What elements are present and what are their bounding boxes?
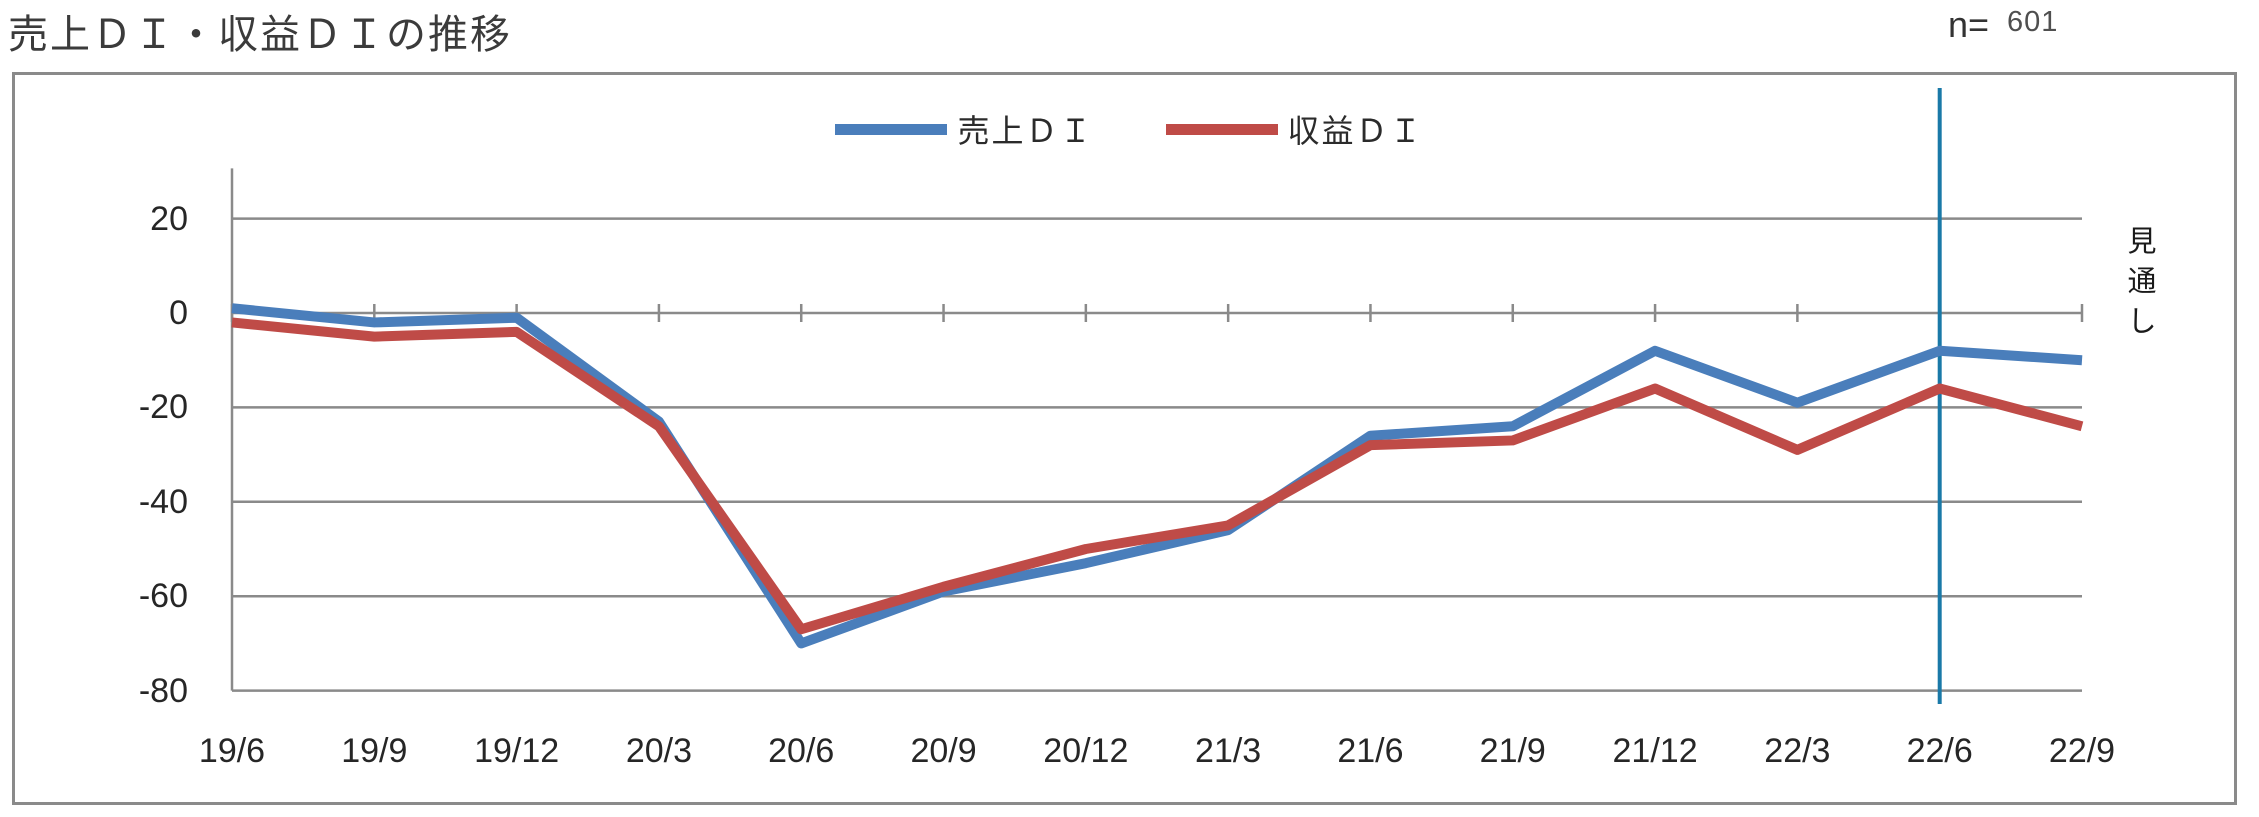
x-tick-label-20/6: 20/6 [768,732,835,770]
forecast-label-char: 通 [2127,266,2157,298]
legend-item-profit-di: 収益ＤＩ [1165,106,1424,152]
forecast-label: 見通し [2124,222,2160,342]
x-tick-label-19/9: 19/9 [341,732,408,770]
x-tick-label-20/9: 20/9 [910,732,977,770]
series-line-1 [231,317,2084,635]
x-tick-label-21/9: 21/9 [1479,732,1546,770]
legend-label-profit-di: 収益ＤＩ [1287,113,1424,149]
x-tick-label-21/6: 21/6 [1337,732,1404,770]
x-tick-label-19/12: 19/12 [474,732,560,770]
y-tick-label--80: -80 [138,671,188,710]
y-tick-label--60: -60 [138,577,188,616]
series-line-0 [231,303,2083,649]
y-tick-label-0: 0 [169,294,188,332]
y-tick-label-20: 20 [150,199,188,238]
forecast-label-char: 見 [2127,226,2157,258]
legend-label-sales-di: 売上ＤＩ [957,113,1094,149]
legend-swatch-profit-di [1165,123,1278,135]
chart-frame [12,72,2237,805]
sample-size-label: n= [1948,4,1990,45]
x-tick-label-19/6: 19/6 [198,732,266,770]
forecast-label-char: し [2127,306,2157,338]
y-tick-label--40: -40 [138,482,188,521]
sample-size: n= 601 [1948,4,2058,46]
x-tick-label-20/12: 20/12 [1043,732,1129,770]
y-tick-label--20: -20 [138,388,188,427]
x-tick-label-22/3: 22/3 [1764,732,1831,770]
chart-title: 売上ＤＩ・収益ＤＩの推移 [8,13,512,57]
x-tick-label-21/3: 21/3 [1195,732,1262,770]
legend-item-sales-di: 売上ＤＩ [835,106,1093,152]
x-tick-label-21/12: 21/12 [1612,732,1698,770]
x-tick-label-22/6: 22/6 [1906,732,1973,770]
x-tick-label-20/3: 20/3 [625,732,693,770]
sample-size-value: 601 [2007,6,2059,38]
legend: 売上ＤＩ 収益ＤＩ [0,106,2259,152]
legend-swatch-sales-di [835,123,948,135]
x-tick-label-22/9: 22/9 [2048,732,2116,770]
